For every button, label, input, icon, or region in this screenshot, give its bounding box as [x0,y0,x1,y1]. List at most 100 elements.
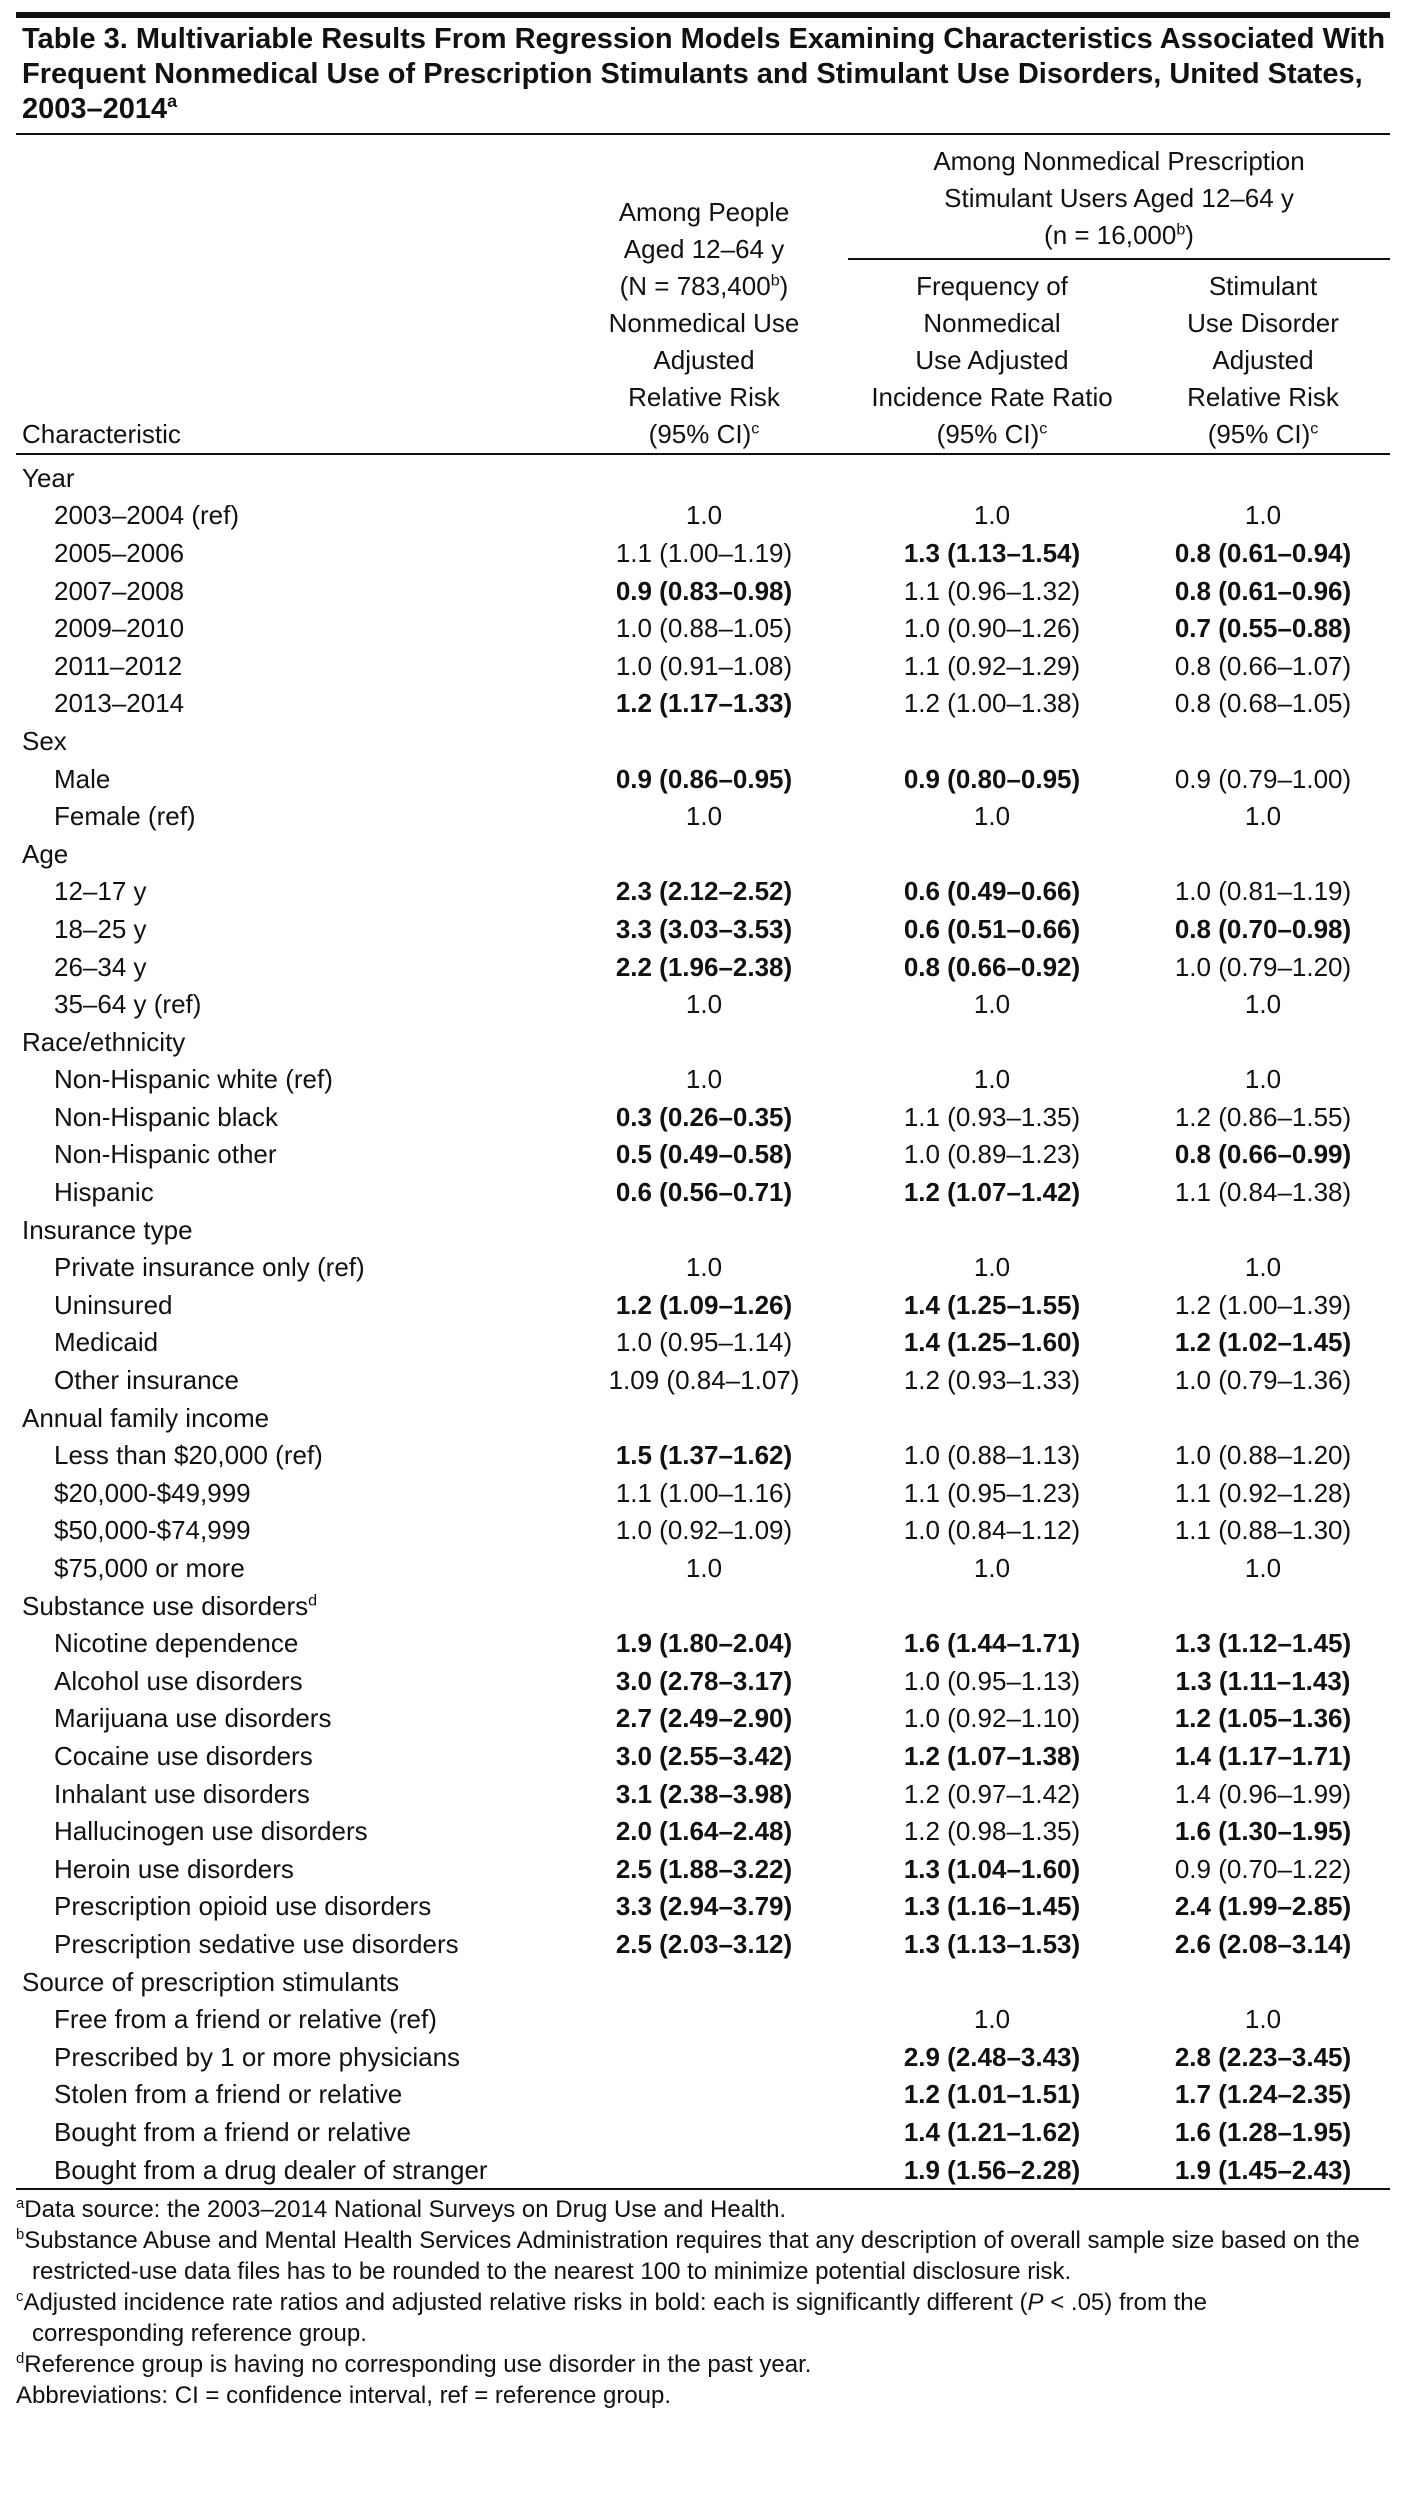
header-line: Stimulant Users Aged 12–64 y [848,180,1390,217]
data-cell: 1.0 (0.95–1.14) [615,1327,793,1358]
row-label: 2013–2014 [54,688,185,719]
data-cell: 1.3 (1.13–1.53) [903,1928,1081,1959]
data-row: Bought from a drug dealer of stranger 1.9… [16,2151,1390,2190]
data-cell: 0.8 (0.66–0.99) [1174,1139,1352,1170]
title-note: a [167,91,178,112]
section-text: Race/ethnicity [22,1026,186,1057]
section-row: Substance use disordersd [16,1587,1390,1625]
data-row: 18–25 y 3.3 (3.03–3.53) 0.6 (0.51–0.66) 0.8… [16,910,1390,948]
footnote: bSubstance Abuse and Mental Health Servi… [16,2225,1390,2287]
data-cell: 0.9 (0.83–0.98) [615,575,793,606]
data-cell: 1.4 (1.21–1.62) [903,2116,1081,2147]
row-label: 2011–2012 [54,650,183,681]
data-cell: 1.0 [1244,500,1282,531]
data-cell: 0.8 (0.66–0.92) [903,951,1081,982]
section-label: Insurance type [16,1211,1390,1249]
header-line: Use Disorder [1136,305,1390,342]
data-cell: 0.3 (0.26–0.35) [615,1101,793,1132]
data-cell: 1.2 (0.98–1.35) [903,1816,1081,1847]
text: (n = 16,000 [1044,220,1177,250]
row-label: Private insurance only (ref) [54,1252,365,1283]
text: Use Adjusted [915,345,1069,375]
data-cell: 1.2 (1.05–1.36) [1174,1703,1352,1734]
table-body: Year 2003–2004 (ref) 1.0 1.0 1.0 2005–2006 1.1… [16,454,1391,2190]
data-cell [560,2000,848,2038]
data-cell: 1.0 [685,989,723,1020]
section-label: Year [16,454,1390,497]
row-label: Marijuana use disorders [54,1703,332,1734]
text: Aged 12–64 y [623,234,785,264]
footnote: aData source: the 2003–2014 National Sur… [16,2194,1390,2225]
data-cell [560,2113,848,2151]
data-cell: 1.0 (0.92–1.10) [903,1703,1081,1734]
section-row: Age [16,835,1390,873]
row-label: Non-Hispanic black [54,1101,278,1132]
row-label: Bought from a drug dealer of stranger [54,2154,488,2185]
text: (95% CI) [1207,419,1311,449]
data-cell: 3.1 (2.38–3.98) [615,1778,793,1809]
header-line: Frequency of [848,268,1136,305]
data-cell [560,2076,848,2114]
data-row: Prescription sedative use disorders 2.5 (… [16,1925,1390,1963]
data-cell: 1.2 (1.07–1.38) [903,1740,1081,1771]
data-cell: 1.1 (0.92–1.28) [1174,1477,1352,1508]
data-cell: 1.0 (0.91–1.08) [615,650,793,681]
data-cell: 1.2 (1.07–1.42) [903,1177,1081,1208]
data-table: Characteristic Among People Aged 12–64 y (N… [16,135,1391,2190]
text: Stimulant [1208,271,1318,301]
data-cell: 1.1 (0.84–1.38) [1174,1177,1352,1208]
column-header: Frequency of Nonmedical Use Adjusted Incide… [848,259,1136,455]
row-label: 2005–2006 [54,537,185,568]
data-cell: 1.4 (1.25–1.60) [903,1327,1081,1358]
text: Nonmedical Use [608,308,800,338]
text: (95% CI) [936,419,1040,449]
row-label: Inhalant use disorders [54,1778,310,1809]
data-row: Cocaine use disorders 3.0 (2.55–3.42) 1.2 … [16,1737,1390,1775]
data-cell: 1.0 [685,801,723,832]
data-cell: 1.2 (0.97–1.42) [903,1778,1081,1809]
section-row: Race/ethnicity [16,1023,1390,1061]
row-label: Prescribed by 1 or more physicians [54,2041,461,2072]
footnotes: aData source: the 2003–2014 National Sur… [16,2190,1390,2411]
column-header: Stimulant Use Disorder Adjusted Relative Ri… [1136,259,1391,455]
data-cell: 1.0 (0.95–1.13) [903,1665,1081,1696]
header-line: Among Nonmedical Prescription [848,143,1390,180]
data-cell: 0.6 (0.49–0.66) [903,876,1081,907]
data-cell: 2.5 (1.88–3.22) [615,1853,793,1884]
data-cell: 0.5 (0.49–0.58) [615,1139,793,1170]
data-cell: 2.5 (2.03–3.12) [615,1928,793,1959]
text: (N = 783,400 [619,271,771,301]
page: Table 3. Multivariable Results From Regr… [16,12,1391,2411]
text: Adjusted [1212,345,1314,375]
row-label: Prescription opioid use disorders [54,1891,432,1922]
data-cell: 1.0 [973,1553,1011,1584]
data-cell [560,2151,848,2190]
data-row: Stolen from a friend or relative 1.2 (1.0… [16,2076,1390,2114]
row-label: Prescription sedative use disorders [54,1928,459,1959]
section-text: Sex [22,725,67,756]
row-label: Male [54,763,111,794]
data-cell: 1.3 (1.04–1.60) [903,1853,1081,1884]
data-cell: 0.8 (0.70–0.98) [1174,913,1352,944]
data-cell: 1.5 (1.37–1.62) [615,1440,793,1471]
section-row: Source of prescription stimulants [16,1963,1390,2001]
row-label: Other insurance [54,1365,239,1396]
data-cell: 1.4 (0.96–1.99) [1174,1778,1352,1809]
data-cell: 1.0 (0.84–1.12) [903,1515,1081,1546]
text: ) [779,271,789,301]
data-cell: 1.0 [1244,989,1282,1020]
header-line: Relative Risk [560,379,848,416]
data-cell: 2.2 (1.96–2.38) [615,951,793,982]
data-cell: 0.8 (0.61–0.94) [1174,537,1352,568]
data-cell: 1.0 [1244,1252,1282,1283]
data-cell: 1.2 (1.00–1.39) [1174,1289,1352,1320]
section-row: Sex [16,722,1390,760]
footnote: dReference group is having no correspond… [16,2349,1390,2380]
column-header: Characteristic [16,135,560,455]
row-label: $50,000-$74,999 [54,1515,251,1546]
row-label: 18–25 y [54,913,147,944]
data-row: Alcohol use disorders 3.0 (2.78–3.17) 1.0 … [16,1662,1390,1700]
data-cell: 1.0 [685,500,723,531]
row-label: Non-Hispanic white (ref) [54,1064,333,1095]
header-line: Among People [560,194,848,231]
